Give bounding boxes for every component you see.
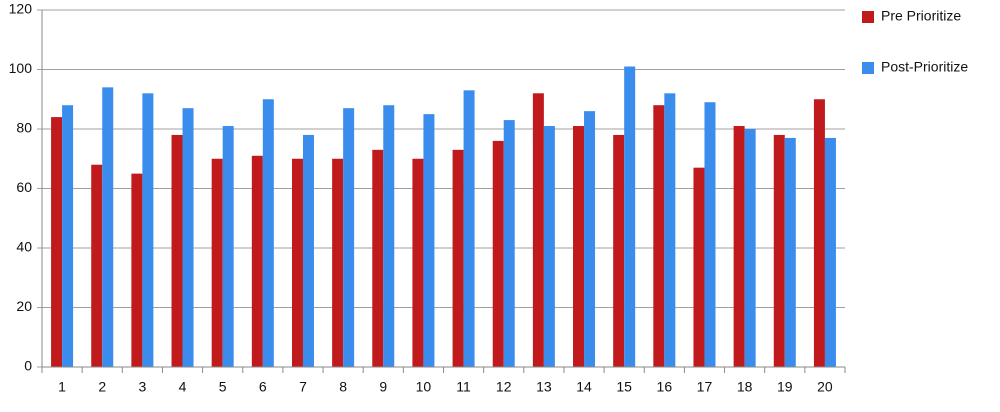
x-tick-label: 13 (536, 379, 552, 395)
bar (784, 137, 796, 367)
bar (653, 105, 665, 367)
x-tick-label: 4 (179, 379, 187, 395)
bar (51, 117, 63, 367)
bar (704, 102, 716, 367)
y-tick-label: 40 (16, 239, 32, 255)
y-tick-label: 20 (16, 298, 32, 314)
y-tick-label: 0 (24, 358, 32, 374)
x-tick-label: 8 (339, 379, 347, 395)
x-tick-label: 20 (817, 379, 833, 395)
bar (543, 126, 555, 368)
bar (813, 99, 825, 367)
x-tick-label: 12 (496, 379, 512, 395)
x-tick-label: 11 (456, 379, 471, 395)
x-tick-label: 6 (259, 379, 267, 395)
x-tick-label: 3 (138, 379, 146, 395)
bar (773, 134, 785, 367)
legend-swatch (862, 62, 874, 74)
bar (412, 158, 424, 367)
x-tick-label: 19 (777, 379, 793, 395)
bar (624, 66, 636, 368)
bar (452, 149, 464, 367)
bar (91, 164, 103, 367)
bar (744, 129, 756, 367)
bar (211, 158, 223, 367)
legend-label: Post-Prioritize (881, 59, 968, 75)
x-tick-label: 10 (416, 379, 432, 395)
bar (664, 93, 676, 368)
bar (733, 126, 745, 368)
bar (131, 173, 143, 367)
x-tick-label: 7 (299, 379, 307, 395)
x-tick-label: 14 (576, 379, 592, 395)
y-tick-label: 80 (16, 120, 32, 136)
bar (291, 158, 303, 367)
x-tick-label: 9 (379, 379, 387, 395)
bar (463, 90, 475, 367)
bar (573, 126, 585, 368)
bar (423, 114, 435, 367)
bar (182, 108, 194, 368)
bar (62, 105, 74, 367)
x-tick-label: 5 (219, 379, 227, 395)
bar (532, 93, 544, 368)
x-tick-label: 2 (98, 379, 106, 395)
y-tick-label: 60 (16, 179, 32, 195)
x-tick-label: 17 (697, 379, 713, 395)
bar (332, 158, 344, 367)
bar (302, 134, 314, 367)
bar (171, 134, 183, 367)
x-tick-label: 1 (58, 379, 66, 395)
bar (142, 93, 154, 368)
bar (222, 126, 234, 368)
x-tick-label: 18 (737, 379, 753, 395)
bar (383, 105, 395, 367)
bar (343, 108, 355, 368)
bar (102, 87, 114, 367)
bar (503, 120, 515, 367)
legend-swatch (862, 11, 874, 23)
legend-label: Pre Prioritize (881, 8, 961, 24)
x-tick-label: 15 (616, 379, 632, 395)
bar (824, 137, 836, 367)
x-tick-label: 16 (657, 379, 673, 395)
bar (492, 140, 504, 367)
bar (372, 149, 384, 367)
bar (613, 134, 625, 367)
y-tick-label: 120 (9, 1, 33, 17)
y-tick-label: 100 (9, 60, 33, 76)
bar (693, 167, 705, 367)
bar (584, 111, 596, 368)
bar (262, 99, 274, 367)
bar (251, 155, 263, 367)
